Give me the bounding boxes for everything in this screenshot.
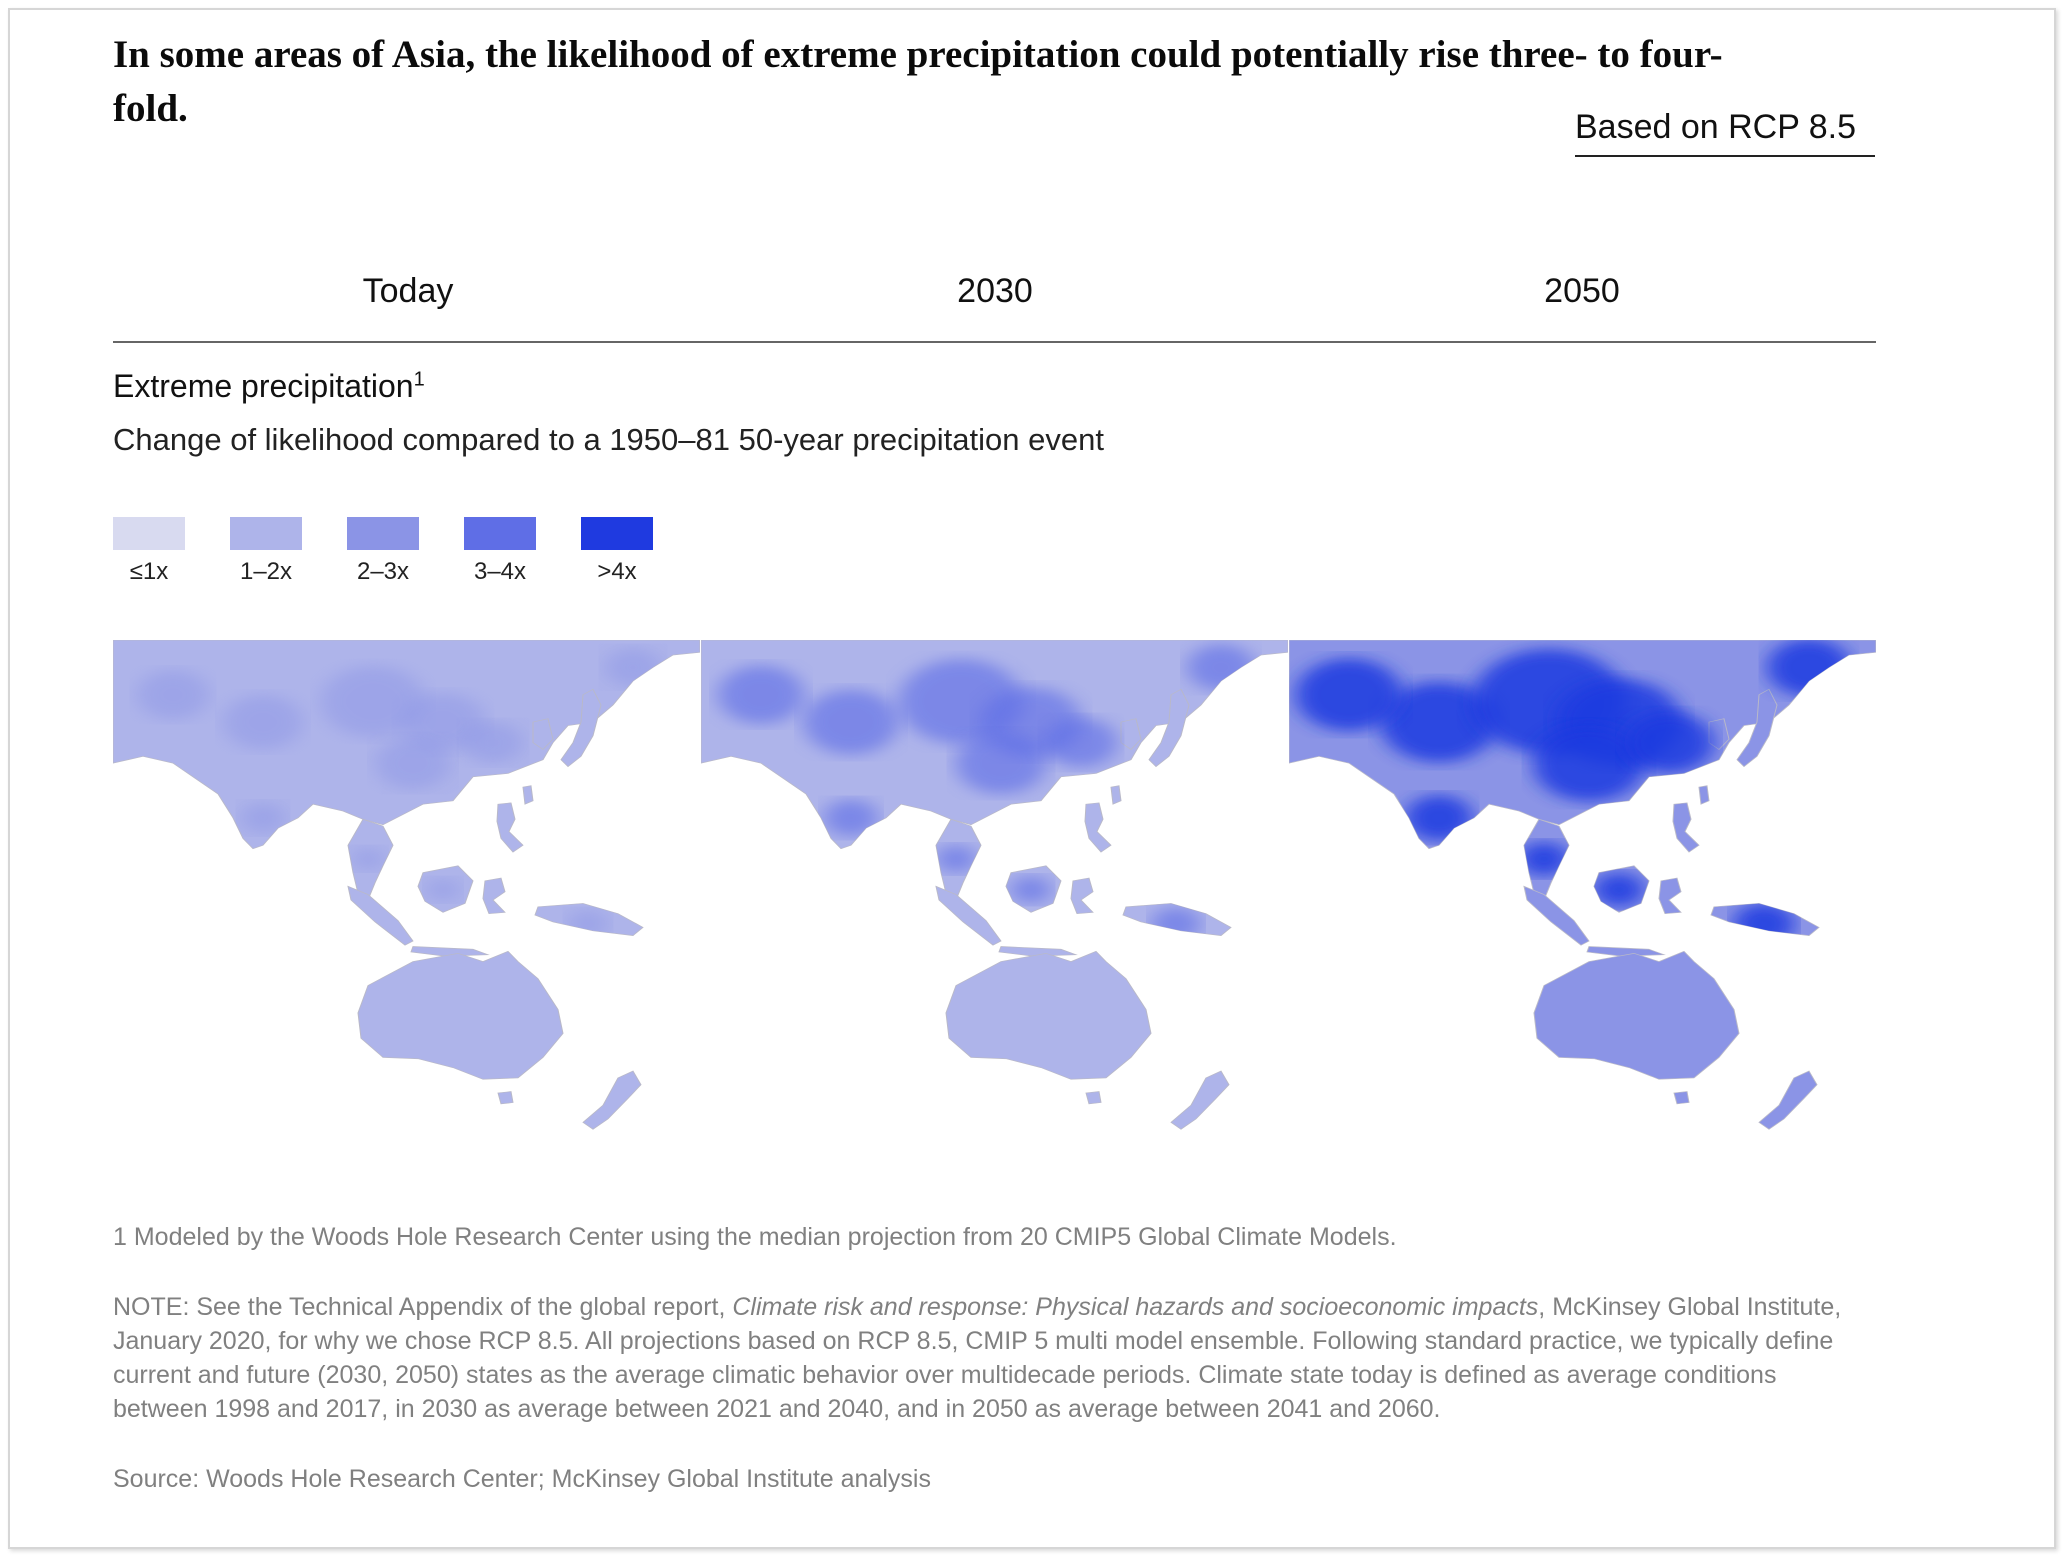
hotspot — [1045, 718, 1117, 767]
note-text: NOTE: See the Technical Appendix of the … — [113, 1290, 1873, 1426]
column-header-2050: 2050 — [1432, 272, 1732, 311]
land-area — [358, 951, 563, 1079]
land-area — [1524, 886, 1589, 945]
hotspot — [1011, 876, 1052, 904]
legend-item: 2–3x — [347, 517, 421, 586]
legend-item: ≤1x — [113, 517, 187, 586]
report-title: Climate risk and response: Physical haza… — [732, 1293, 1538, 1321]
hotspot — [137, 670, 209, 719]
legend-item: 3–4x — [464, 517, 538, 586]
scenario-tab[interactable]: Based on RCP 8.5 — [1575, 108, 1875, 157]
headline: In some areas of Asia, the likelihood of… — [113, 28, 1763, 136]
land-area — [1534, 951, 1739, 1079]
hotspot — [1733, 903, 1795, 945]
legend-label: ≤1x — [113, 558, 185, 586]
hotspot — [1187, 644, 1255, 690]
hotspot — [824, 799, 878, 836]
land-area — [1659, 878, 1681, 914]
land-area — [348, 886, 413, 945]
land-area — [483, 878, 505, 914]
source-line: Source: Woods Hole Research Center; McKi… — [113, 1462, 1873, 1496]
land-area — [1085, 803, 1111, 852]
hotspot — [567, 910, 609, 939]
legend-label: 3–4x — [464, 558, 536, 586]
legend-label: 1–2x — [230, 558, 302, 586]
footnote-ref: 1 — [414, 368, 425, 390]
metric-title: Extreme precipitation1 — [113, 368, 425, 405]
legend-label: 2–3x — [347, 558, 419, 586]
land-area — [498, 1092, 513, 1104]
hotspot — [936, 845, 977, 873]
hotspot — [240, 802, 286, 833]
land-area — [1759, 1071, 1817, 1129]
hotspot — [1151, 907, 1201, 941]
hotspot — [1767, 640, 1851, 696]
hotspot — [1405, 795, 1472, 841]
hotspot — [375, 737, 451, 789]
footnote-1: 1 Modeled by the Woods Hole Research Cen… — [113, 1220, 1873, 1254]
header-divider — [113, 341, 1876, 343]
map-svg — [1289, 640, 1876, 1160]
legend-item: >4x — [581, 517, 655, 586]
map-today — [113, 640, 700, 1160]
hotspot — [718, 665, 804, 724]
hotspot — [1296, 658, 1402, 731]
hotspot — [1624, 712, 1714, 773]
land-area — [1086, 1092, 1101, 1104]
land-area — [946, 951, 1151, 1079]
column-header-2030: 2030 — [845, 272, 1145, 311]
hotspot — [463, 722, 524, 764]
map-svg — [113, 640, 700, 1160]
land-area — [1674, 1092, 1689, 1104]
land-area — [1171, 1071, 1229, 1129]
metric-title-text: Extreme precipitation — [113, 368, 414, 404]
legend-item: 1–2x — [230, 517, 304, 586]
column-header-today: Today — [258, 272, 558, 311]
map-panels — [113, 640, 1876, 1160]
legend-swatch — [113, 517, 185, 550]
map-2050 — [1289, 640, 1876, 1160]
land-area — [936, 886, 1001, 945]
hotspot — [351, 847, 385, 870]
land-area — [497, 803, 523, 852]
land-area — [1673, 803, 1699, 852]
map-2030 — [701, 640, 1288, 1160]
legend-swatch — [347, 517, 419, 550]
land-area — [523, 786, 533, 804]
legend-swatch — [581, 517, 653, 550]
land-area — [1699, 786, 1709, 804]
hotspot — [223, 695, 303, 750]
legend-swatch — [464, 517, 536, 550]
legend-label: >4x — [581, 558, 653, 586]
land-area — [1111, 786, 1121, 804]
land-area — [1071, 878, 1093, 914]
hotspot — [956, 732, 1046, 794]
hotspot — [605, 648, 662, 687]
metric-subtitle: Change of likelihood compared to a 1950–… — [113, 422, 1104, 458]
map-svg — [701, 640, 1288, 1160]
land-area — [583, 1071, 641, 1129]
hotspot — [804, 690, 899, 755]
note-prefix: NOTE: See the Technical Appendix of the … — [113, 1293, 732, 1321]
hotspot — [426, 878, 460, 901]
legend-swatch — [230, 517, 302, 550]
